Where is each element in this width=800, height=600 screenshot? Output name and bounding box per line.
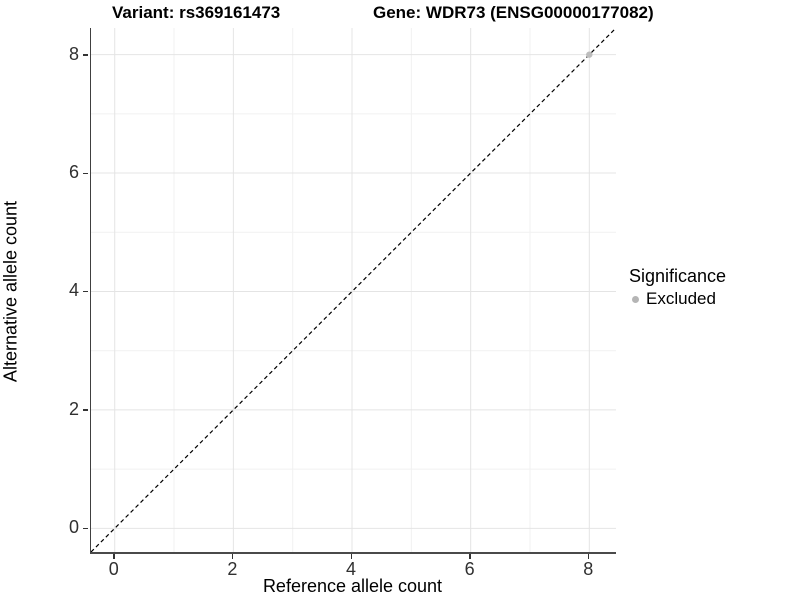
plot-title-variant: Variant: rs369161473 <box>112 3 281 22</box>
legend-key-dot-icon <box>632 295 639 303</box>
y-tick-mark <box>83 290 88 293</box>
y-tick-label: 0 <box>68 517 79 538</box>
legend-item-excluded: Excluded <box>629 289 726 309</box>
legend-title: Significance <box>629 266 727 286</box>
x-tick-label: 2 <box>227 559 238 579</box>
y-tick-mark <box>83 172 88 175</box>
x-tick-mark <box>231 554 234 559</box>
plot-panel <box>90 28 616 554</box>
y-tick-mark <box>83 409 88 411</box>
identity-dashed-line <box>91 28 616 552</box>
y-axis-title: Alternative allele count <box>0 200 21 383</box>
x-tick-label: 8 <box>583 559 594 579</box>
plot-title-gene: Gene: WDR73 (ENSG00000177082) <box>373 3 654 22</box>
y-tick-label: 2 <box>68 398 79 419</box>
data-point <box>586 51 593 58</box>
y-tick-label: 6 <box>68 162 79 183</box>
x-tick-label: 4 <box>346 559 357 579</box>
x-tick-mark <box>469 554 471 559</box>
y-tick-label: 8 <box>68 43 79 64</box>
y-tick-label: 4 <box>68 280 79 301</box>
x-tick-mark <box>350 554 353 559</box>
y-tick-mark <box>83 527 88 530</box>
x-tick-mark <box>587 554 590 559</box>
x-tick-label: 0 <box>108 559 119 579</box>
plot-area-svg <box>91 28 616 552</box>
x-tick-mark <box>113 554 115 559</box>
legend: Significance Excluded <box>629 266 726 309</box>
y-tick-mark <box>83 54 88 56</box>
x-tick-label: 6 <box>464 559 475 579</box>
x-axis-title: Reference allele count <box>262 576 443 596</box>
legend-item-label: Excluded <box>646 289 716 308</box>
